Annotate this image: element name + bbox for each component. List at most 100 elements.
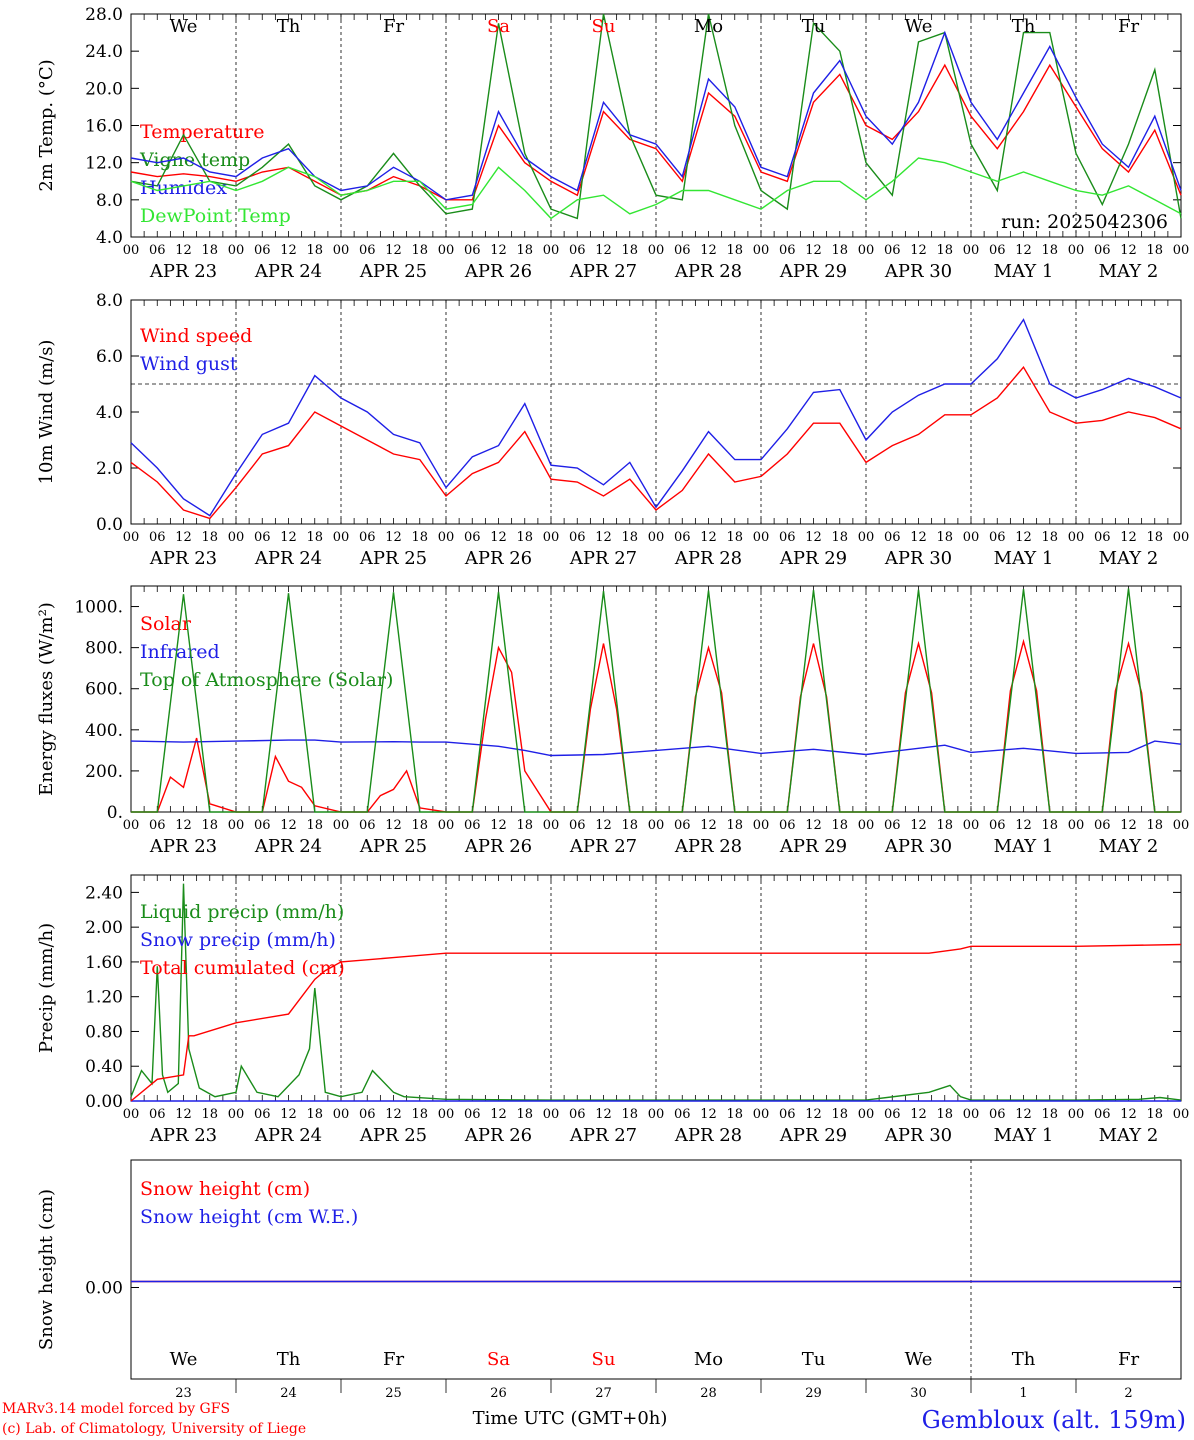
x-hour-label: 12 xyxy=(700,530,717,545)
x-hour-label: 18 xyxy=(306,818,323,833)
x-date-label: APR 27 xyxy=(569,261,637,282)
x-hour-label: 06 xyxy=(989,243,1006,258)
x-hour-label: 18 xyxy=(726,243,743,258)
x-hour-label: 06 xyxy=(569,243,586,258)
x-hour-label: 12 xyxy=(595,243,612,258)
x-hour-label: 06 xyxy=(464,818,481,833)
x-hour-label: 18 xyxy=(411,243,428,258)
x-hour-label: 12 xyxy=(280,530,297,545)
x-hour-label: 00 xyxy=(858,1107,875,1122)
y-tick-label: 2.00 xyxy=(85,918,123,938)
x-date-label: APR 29 xyxy=(779,1125,847,1146)
x-hour-label: 06 xyxy=(359,243,376,258)
series-line-wind-speed xyxy=(130,365,1182,520)
x-hour-label: 06 xyxy=(884,530,901,545)
x-date-label: MAY 2 xyxy=(1099,261,1159,282)
x-hour-label: 00 xyxy=(333,530,350,545)
day-number: 23 xyxy=(175,1386,192,1401)
x-hour-label: 18 xyxy=(411,530,428,545)
x-hour-label: 06 xyxy=(674,1107,691,1122)
series-line-liquid-precip-mm-h- xyxy=(130,883,1182,1101)
x-hour-label: 18 xyxy=(201,818,218,833)
x-date-label: APR 30 xyxy=(884,548,952,569)
day-name: Mo xyxy=(694,16,723,37)
y-axis-label: 10m Wind (m/s) xyxy=(36,340,57,485)
x-date-label: APR 27 xyxy=(569,548,637,569)
series-line-total-cumulated-cm- xyxy=(130,943,1182,1102)
x-date-label: APR 26 xyxy=(464,1125,532,1146)
x-hour-label: 12 xyxy=(1120,818,1137,833)
copyright-credit: (c) Lab. of Climatology, University of L… xyxy=(2,1421,306,1437)
x-hour-label: 18 xyxy=(831,243,848,258)
y-tick-label: 20.0 xyxy=(85,79,123,99)
x-hour-label: 00 xyxy=(228,1107,245,1122)
x-hour-label: 06 xyxy=(1094,243,1111,258)
x-date-label: APR 23 xyxy=(149,1125,217,1146)
x-hour-label: 06 xyxy=(989,530,1006,545)
y-tick-label: 28.0 xyxy=(85,5,123,25)
x-hour-label: 06 xyxy=(359,1107,376,1122)
x-hour-label: 00 xyxy=(648,243,665,258)
x-hour-label: 06 xyxy=(779,1107,796,1122)
x-date-label: APR 25 xyxy=(359,836,427,857)
x-hour-label: 18 xyxy=(201,530,218,545)
y-tick-label: 16.0 xyxy=(85,117,123,137)
x-date-label: MAY 2 xyxy=(1099,1125,1159,1146)
x-hour-label: 06 xyxy=(149,1107,166,1122)
x-hour-label: 12 xyxy=(1015,1107,1032,1122)
day-name: Mo xyxy=(694,1349,723,1370)
x-hour-label: 18 xyxy=(621,818,638,833)
x-hour-label: 12 xyxy=(175,243,192,258)
x-hour-label: 12 xyxy=(910,1107,927,1122)
x-hour-label: 06 xyxy=(1094,530,1111,545)
x-hour-label: 18 xyxy=(411,1107,428,1122)
x-hour-label: 00 xyxy=(753,818,770,833)
panel-1: 4.0 8.0 12.0 16.0 20.0 24.0 28.0 2m Temp. (°C) T… xyxy=(36,5,1189,282)
x-date-label: APR 25 xyxy=(359,1125,427,1146)
x-date-label: APR 28 xyxy=(674,836,742,857)
x-hour-label: 18 xyxy=(936,243,953,258)
x-hour-label: 18 xyxy=(516,818,533,833)
x-hour-label: 00 xyxy=(753,530,770,545)
day-number: 25 xyxy=(385,1386,402,1401)
x-date-label: APR 28 xyxy=(674,261,742,282)
x-hour-label: 00 xyxy=(543,243,560,258)
x-date-label: MAY 1 xyxy=(994,1125,1054,1146)
series-line-vigne-temp xyxy=(130,13,1182,220)
x-hour-label: 06 xyxy=(359,818,376,833)
y-tick-label: 12.0 xyxy=(85,154,123,174)
x-hour-label: 06 xyxy=(779,243,796,258)
x-hour-label: 12 xyxy=(910,243,927,258)
legend-entry: Snow precip (mm/h) xyxy=(140,929,336,951)
x-date-label: APR 30 xyxy=(884,261,952,282)
y-tick-label: 6.0 xyxy=(96,347,123,367)
x-hour-label: 18 xyxy=(1146,818,1163,833)
x-hour-label: 12 xyxy=(1120,530,1137,545)
series-line-top-of-atmosphere-solar- xyxy=(131,588,1181,813)
x-hour-label: 12 xyxy=(910,530,927,545)
panel-2: 0.0 2.0 4.0 6.0 8.0 10m Wind (m/s) Wind speed W… xyxy=(36,291,1189,569)
x-date-label: APR 26 xyxy=(464,836,532,857)
x-hour-label: 18 xyxy=(831,818,848,833)
legend-entry: Vigne temp xyxy=(139,149,250,171)
day-number: 26 xyxy=(490,1386,507,1401)
x-hour-label: 06 xyxy=(674,243,691,258)
x-hour-label: 00 xyxy=(438,243,455,258)
x-hour-label: 00 xyxy=(1068,530,1085,545)
y-tick-label: 4.0 xyxy=(96,403,123,423)
x-hour-label: 00 xyxy=(543,1107,560,1122)
x-hour-label: 06 xyxy=(254,818,271,833)
x-hour-label: 06 xyxy=(149,818,166,833)
legend-entry: Liquid precip (mm/h) xyxy=(140,901,344,923)
x-hour-label: 06 xyxy=(464,1107,481,1122)
day-name: Th xyxy=(1012,1349,1036,1370)
x-hour-label: 00 xyxy=(648,530,665,545)
y-tick-label: 0.80 xyxy=(85,1022,123,1042)
plot-frame xyxy=(130,299,1182,525)
x-hour-label: 18 xyxy=(306,530,323,545)
x-date-label: MAY 1 xyxy=(994,261,1054,282)
x-axis-label: Time UTC (GMT+0h) xyxy=(473,1408,668,1429)
x-hour-label: 18 xyxy=(516,243,533,258)
x-hour-label: 18 xyxy=(516,1107,533,1122)
